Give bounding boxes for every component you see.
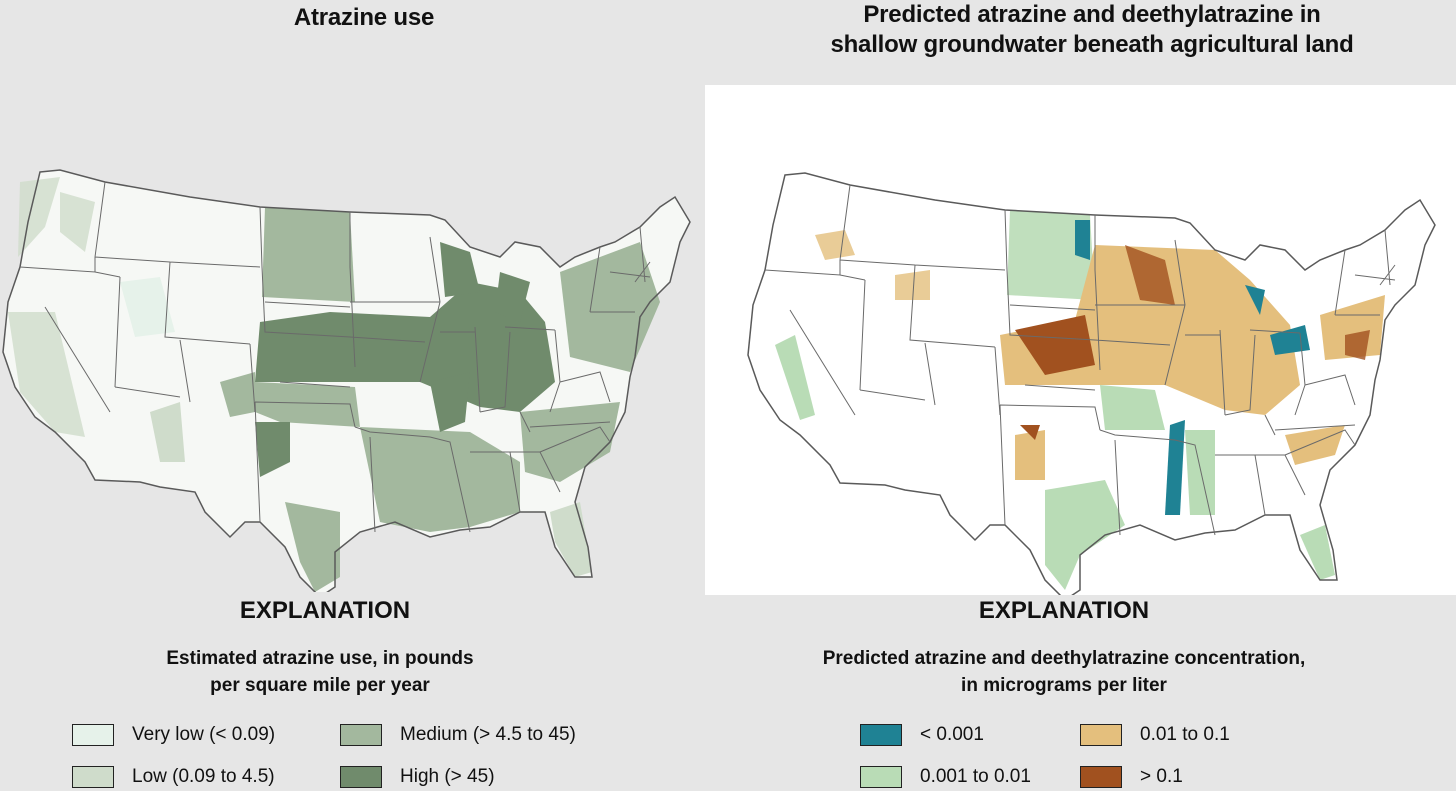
legend-gt-0-1: > 0.1 [1080,763,1183,791]
groundwater-prediction-fill [775,210,1385,590]
left-legend-subtitle-line2: per square mile per year [210,675,430,696]
legend-label-medium: Medium (> 4.5 to 45) [400,724,576,745]
groundwater-prediction-map [705,85,1456,595]
legend-swatch-very-low [72,724,114,746]
legend-label-very-low: Very low (< 0.09) [132,724,276,745]
atrazine-use-title: Atrazine use [293,4,435,31]
legend-low: Low (0.09 to 4.5) [72,763,275,791]
legend-very-low: Very low (< 0.09) [72,721,275,749]
legend-label-low: Low (0.09 to 4.5) [132,766,275,787]
legend-medium: Medium (> 4.5 to 45) [340,721,576,749]
groundwater-title-line2: shallow groundwater beneath agricultural… [830,31,1354,58]
right-panel: Predicted atrazine and deethylatrazine i… [728,0,1456,789]
atrazine-use-map-svg [2,169,691,592]
left-legend-subtitle-line1: Estimated atrazine use, in pounds [166,648,474,669]
legend-label-gt-0-1: > 0.1 [1140,766,1183,787]
right-explanation-heading: EXPLANATION [978,597,1150,624]
atrazine-use-map [0,82,705,592]
legend-swatch-0-01-to-0-1 [1080,724,1122,746]
legend-swatch-0-001-to-0-01 [860,766,902,788]
groundwater-title-line1: Predicted atrazine and deethylatrazine i… [863,1,1321,28]
legend-swatch-low [72,766,114,788]
groundwater-prediction-map-svg [747,172,1436,595]
legend-lt-0-001: < 0.001 [860,721,984,749]
right-legend-subtitle: Predicted atrazine and deethylatrazine c… [728,645,1400,699]
legend-0-001-to-0-01: 0.001 to 0.01 [860,763,1031,791]
groundwater-prediction-title: Predicted atrazine and deethylatrazine i… [728,0,1456,60]
legend-label-0-01-to-0-1: 0.01 to 0.1 [1140,724,1230,745]
right-legend-subtitle-line1: Predicted atrazine and deethylatrazine c… [822,648,1306,669]
atrazine-use-fill [8,177,660,592]
legend-swatch-high [340,766,382,788]
legend-swatch-lt-0-001 [860,724,902,746]
legend-label-high: High (> 45) [400,766,495,787]
legend-0-01-to-0-1: 0.01 to 0.1 [1080,721,1230,749]
legend-swatch-medium [340,724,382,746]
legend-high: High (> 45) [340,763,495,791]
legend-label-lt-0-001: < 0.001 [920,724,984,745]
left-explanation-heading: EXPLANATION [239,597,411,624]
legend-swatch-gt-0-1 [1080,766,1122,788]
left-panel: Atrazine use [0,0,728,789]
left-legend-subtitle: Estimated atrazine use, in pounds per sq… [0,645,640,699]
right-legend-subtitle-line2: in micrograms per liter [961,675,1167,696]
legend-label-0-001-to-0-01: 0.001 to 0.01 [920,766,1031,787]
